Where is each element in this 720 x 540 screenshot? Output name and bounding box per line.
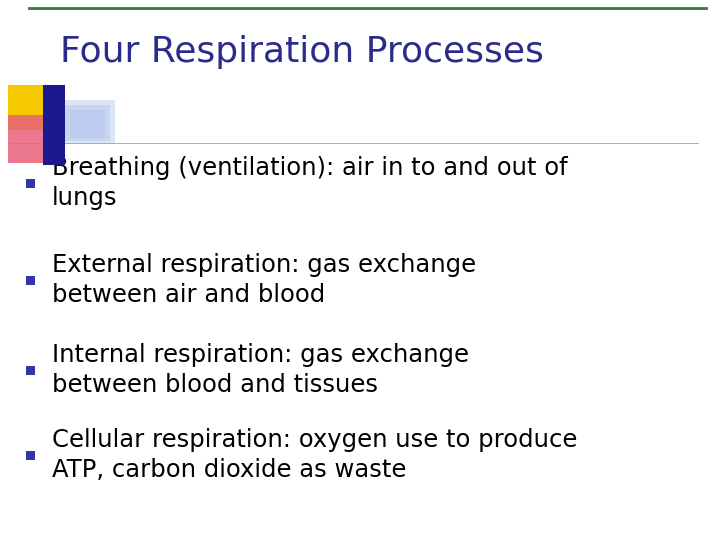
Text: Internal respiration: gas exchange
between blood and tissues: Internal respiration: gas exchange betwe… xyxy=(52,343,469,397)
Bar xyxy=(43,85,65,165)
Bar xyxy=(25,450,35,460)
Bar xyxy=(8,115,56,163)
Bar xyxy=(25,179,35,187)
Text: Four Respiration Processes: Four Respiration Processes xyxy=(60,35,544,69)
Bar xyxy=(25,366,35,375)
Text: Breathing (ventilation): air in to and out of
lungs: Breathing (ventilation): air in to and o… xyxy=(52,156,567,210)
Text: External respiration: gas exchange
between air and blood: External respiration: gas exchange betwe… xyxy=(52,253,476,307)
Bar xyxy=(8,85,58,130)
Bar xyxy=(65,105,110,141)
Bar xyxy=(25,275,35,285)
Bar xyxy=(70,110,105,138)
Bar xyxy=(60,100,115,144)
Text: Cellular respiration: oxygen use to produce
ATP, carbon dioxide as waste: Cellular respiration: oxygen use to prod… xyxy=(52,428,577,482)
